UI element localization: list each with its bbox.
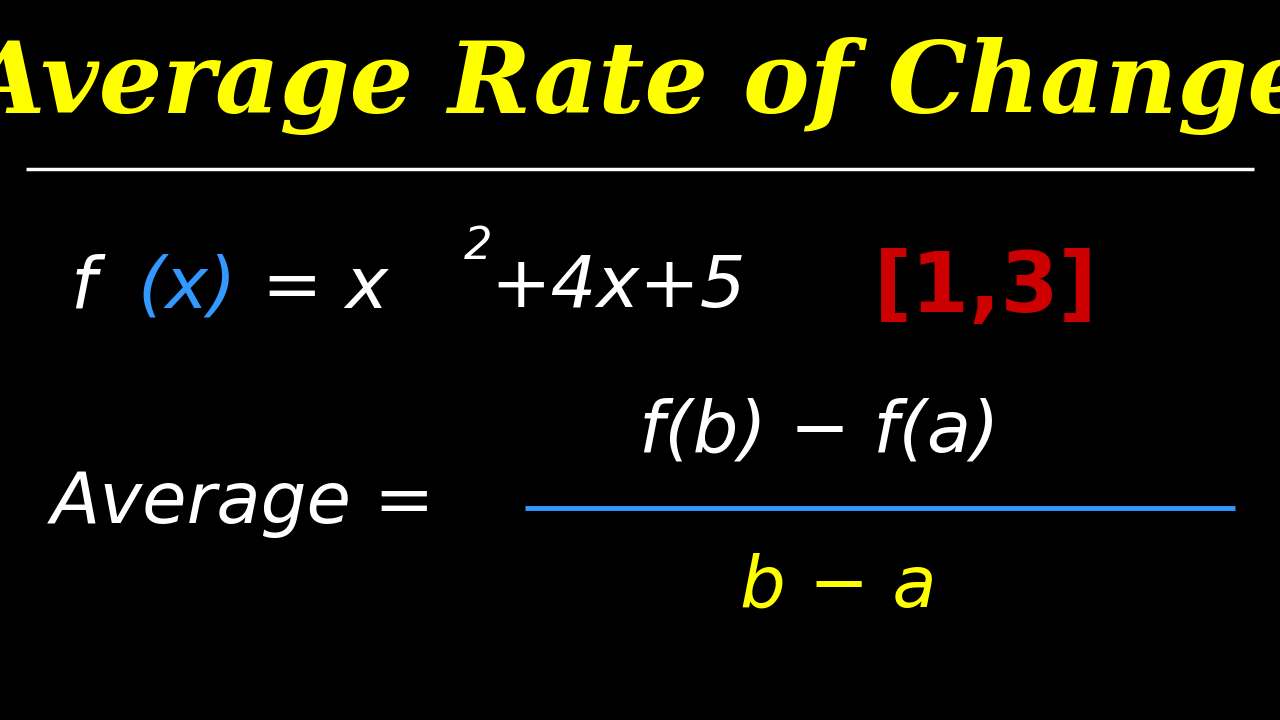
Text: [1,3]: [1,3] [874,248,1097,328]
Text: f: f [70,253,96,323]
Text: = x: = x [262,253,389,323]
Text: 2: 2 [463,225,492,268]
Text: b − a: b − a [740,552,937,621]
Text: (x): (x) [137,253,237,323]
Text: f(b) − f(a): f(b) − f(a) [639,397,1000,467]
Text: Average =: Average = [51,469,458,539]
Text: Average Rate of Change: Average Rate of Change [0,37,1280,135]
Text: +4x+5: +4x+5 [490,253,746,323]
